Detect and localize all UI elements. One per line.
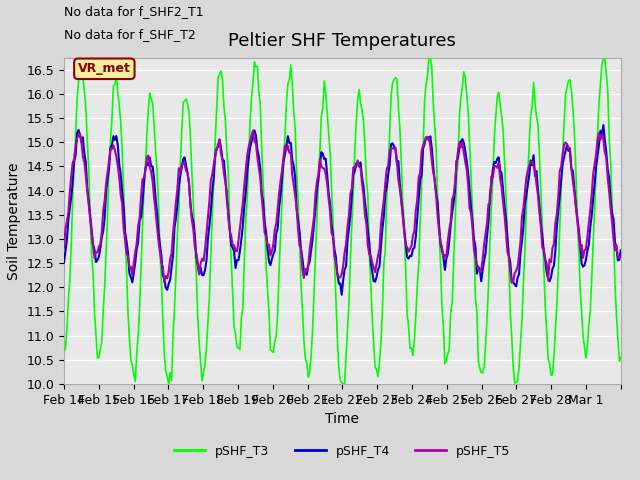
Y-axis label: Soil Temperature: Soil Temperature <box>7 162 21 279</box>
X-axis label: Time: Time <box>325 412 360 426</box>
Title: Peltier SHF Temperatures: Peltier SHF Temperatures <box>228 33 456 50</box>
Text: No data for f_SHF_T2: No data for f_SHF_T2 <box>64 28 196 41</box>
Legend: pSHF_T3, pSHF_T4, pSHF_T5: pSHF_T3, pSHF_T4, pSHF_T5 <box>169 440 516 463</box>
Text: VR_met: VR_met <box>78 62 131 75</box>
Text: No data for f_SHF2_T1: No data for f_SHF2_T1 <box>64 5 204 18</box>
